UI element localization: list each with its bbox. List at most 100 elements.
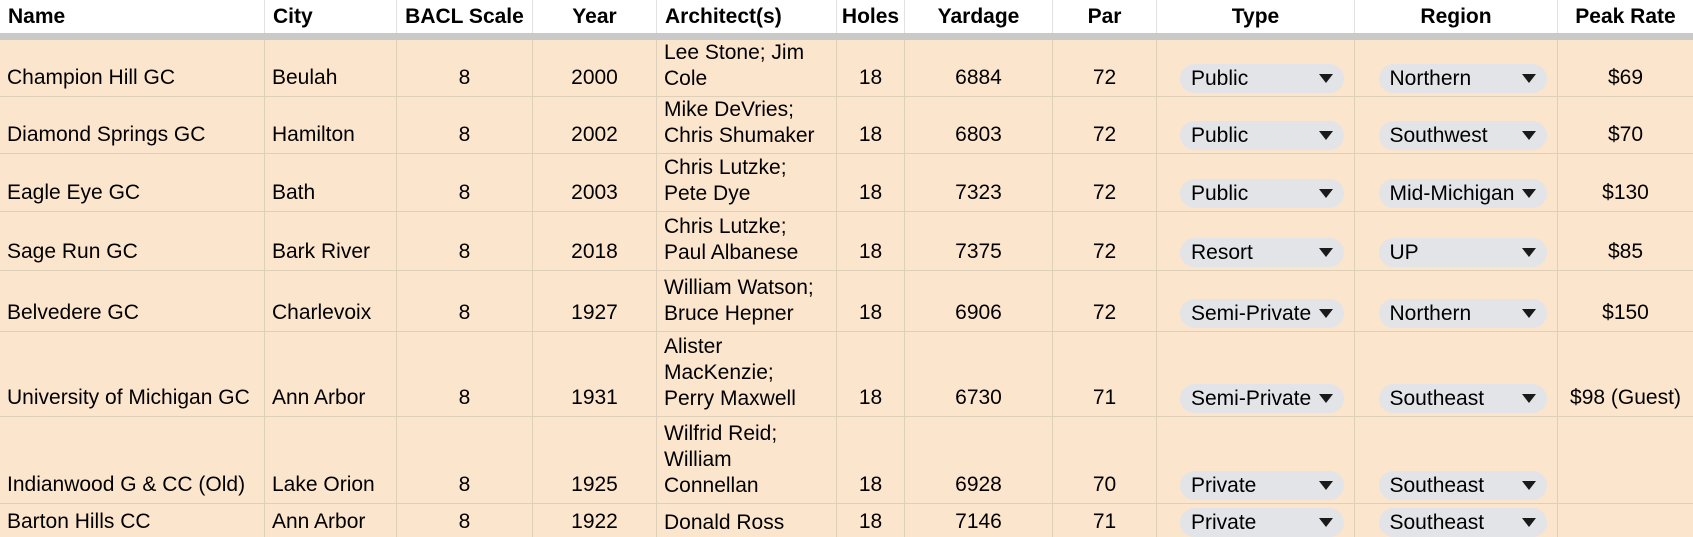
cell-name[interactable]: Champion Hill GC xyxy=(0,40,265,97)
cell-holes[interactable]: 18 xyxy=(837,271,905,332)
region-dropdown[interactable]: Northern xyxy=(1378,299,1547,328)
type-dropdown[interactable]: Public xyxy=(1180,64,1344,93)
cell-bacl_scale[interactable]: 8 xyxy=(397,40,533,97)
cell-year[interactable]: 2000 xyxy=(533,40,657,97)
cell-bacl_scale[interactable]: 8 xyxy=(397,97,533,154)
header-cell-bacl_scale[interactable]: BACL Scale xyxy=(397,0,533,33)
header-cell-peak_rate[interactable]: Peak Rate xyxy=(1575,4,1676,28)
cell-bacl_scale[interactable]: 8 xyxy=(397,154,533,212)
header-cell-name[interactable]: Name xyxy=(0,0,265,33)
cell-architects[interactable]: Chris Lutzke; Pete Dye xyxy=(657,154,837,212)
cell-type[interactable]: Private xyxy=(1157,504,1355,537)
cell-city[interactable]: Bark River xyxy=(265,212,397,271)
cell-type[interactable]: Resort xyxy=(1157,212,1355,271)
cell-year[interactable]: 1925 xyxy=(533,417,657,504)
cell-yardage[interactable]: 6906 xyxy=(905,271,1053,332)
cell-region[interactable]: Northern xyxy=(1355,271,1558,332)
cell-peak_rate[interactable] xyxy=(1558,504,1693,537)
cell-region[interactable]: UP xyxy=(1355,212,1558,271)
header-cell-city[interactable]: City xyxy=(265,0,397,33)
cell-name[interactable]: Barton Hills CC xyxy=(0,504,265,537)
cell-holes[interactable]: 18 xyxy=(837,332,905,417)
cell-city[interactable]: Hamilton xyxy=(265,97,397,154)
cell-holes[interactable]: 18 xyxy=(837,40,905,97)
cell-region[interactable]: Mid-Michigan xyxy=(1355,154,1558,212)
cell-name[interactable]: Belvedere GC xyxy=(0,271,265,332)
cell-yardage[interactable]: 7146 xyxy=(905,504,1053,537)
cell-peak_rate[interactable]: $130 xyxy=(1558,154,1693,212)
header-cell-architects[interactable]: Architect(s) xyxy=(657,0,837,33)
cell-peak_rate[interactable]: $70 xyxy=(1558,97,1693,154)
cell-region[interactable]: Southeast xyxy=(1355,417,1558,504)
header-cell-year[interactable]: Year xyxy=(533,0,657,33)
cell-par[interactable]: 71 xyxy=(1053,504,1157,537)
cell-par[interactable]: 72 xyxy=(1053,40,1157,97)
cell-year[interactable]: 1931 xyxy=(533,332,657,417)
cell-year[interactable]: 2018 xyxy=(533,212,657,271)
cell-yardage[interactable]: 6884 xyxy=(905,40,1053,97)
cell-region[interactable]: Southeast xyxy=(1355,332,1558,417)
header-cell-par[interactable]: Par xyxy=(1053,0,1157,33)
cell-peak_rate[interactable]: $85 xyxy=(1558,212,1693,271)
header-cell-region[interactable]: Region xyxy=(1355,0,1558,33)
cell-peak_rate[interactable]: $98 (Guest) xyxy=(1558,332,1693,417)
cell-peak_rate[interactable]: $150 xyxy=(1558,271,1693,332)
region-dropdown[interactable]: Southeast xyxy=(1378,471,1547,500)
cell-architects[interactable]: Mike DeVries; Chris Shumaker xyxy=(657,97,837,154)
type-dropdown[interactable]: Semi-Private xyxy=(1180,299,1344,328)
cell-par[interactable]: 70 xyxy=(1053,417,1157,504)
cell-bacl_scale[interactable]: 8 xyxy=(397,271,533,332)
cell-architects[interactable]: Chris Lutzke; Paul Albanese xyxy=(657,212,837,271)
type-dropdown[interactable]: Private xyxy=(1180,471,1344,500)
region-dropdown[interactable]: Mid-Michigan xyxy=(1378,179,1547,208)
cell-architects[interactable]: Lee Stone; Jim Cole xyxy=(657,40,837,97)
cell-type[interactable]: Private xyxy=(1157,417,1355,504)
cell-city[interactable]: Bath xyxy=(265,154,397,212)
cell-yardage[interactable]: 6928 xyxy=(905,417,1053,504)
region-dropdown[interactable]: UP xyxy=(1378,238,1547,267)
cell-city[interactable]: Ann Arbor xyxy=(265,332,397,417)
cell-architects[interactable]: Wilfrid Reid; William Connellan xyxy=(657,417,837,504)
cell-holes[interactable]: 18 xyxy=(837,417,905,504)
header-cell-yardage[interactable]: Yardage xyxy=(905,0,1053,33)
cell-par[interactable]: 72 xyxy=(1053,212,1157,271)
cell-name[interactable]: Sage Run GC xyxy=(0,212,265,271)
type-dropdown[interactable]: Semi-Private xyxy=(1180,384,1344,413)
type-dropdown[interactable]: Public xyxy=(1180,121,1344,150)
cell-holes[interactable]: 18 xyxy=(837,154,905,212)
cell-region[interactable]: Northern xyxy=(1355,40,1558,97)
cell-type[interactable]: Public xyxy=(1157,97,1355,154)
cell-holes[interactable]: 18 xyxy=(837,212,905,271)
cell-yardage[interactable]: 7323 xyxy=(905,154,1053,212)
cell-yardage[interactable]: 6803 xyxy=(905,97,1053,154)
cell-name[interactable]: University of Michigan GC xyxy=(0,332,265,417)
cell-region[interactable]: Southeast xyxy=(1355,504,1558,537)
cell-year[interactable]: 2002 xyxy=(533,97,657,154)
cell-region[interactable]: Southwest xyxy=(1355,97,1558,154)
cell-holes[interactable]: 18 xyxy=(837,97,905,154)
cell-type[interactable]: Public xyxy=(1157,40,1355,97)
cell-year[interactable]: 2003 xyxy=(533,154,657,212)
type-dropdown[interactable]: Public xyxy=(1180,179,1344,208)
cell-yardage[interactable]: 6730 xyxy=(905,332,1053,417)
cell-architects[interactable]: Donald Ross xyxy=(657,504,837,537)
cell-type[interactable]: Semi-Private xyxy=(1157,332,1355,417)
cell-bacl_scale[interactable]: 8 xyxy=(397,504,533,537)
cell-bacl_scale[interactable]: 8 xyxy=(397,212,533,271)
region-dropdown[interactable]: Southwest xyxy=(1378,121,1547,150)
type-dropdown[interactable]: Private xyxy=(1180,508,1344,537)
cell-architects[interactable]: William Watson; Bruce Hepner xyxy=(657,271,837,332)
cell-bacl_scale[interactable]: 8 xyxy=(397,417,533,504)
cell-type[interactable]: Semi-Private xyxy=(1157,271,1355,332)
region-dropdown[interactable]: Southeast xyxy=(1378,384,1547,413)
cell-name[interactable]: Eagle Eye GC xyxy=(0,154,265,212)
cell-year[interactable]: 1922 xyxy=(533,504,657,537)
cell-name[interactable]: Indianwood G & CC (Old) xyxy=(0,417,265,504)
cell-holes[interactable]: 18 xyxy=(837,504,905,537)
cell-city[interactable]: Lake Orion xyxy=(265,417,397,504)
cell-par[interactable]: 72 xyxy=(1053,154,1157,212)
cell-peak_rate[interactable] xyxy=(1558,417,1693,504)
cell-type[interactable]: Public xyxy=(1157,154,1355,212)
cell-yardage[interactable]: 7375 xyxy=(905,212,1053,271)
header-cell-type[interactable]: Type xyxy=(1157,0,1355,33)
